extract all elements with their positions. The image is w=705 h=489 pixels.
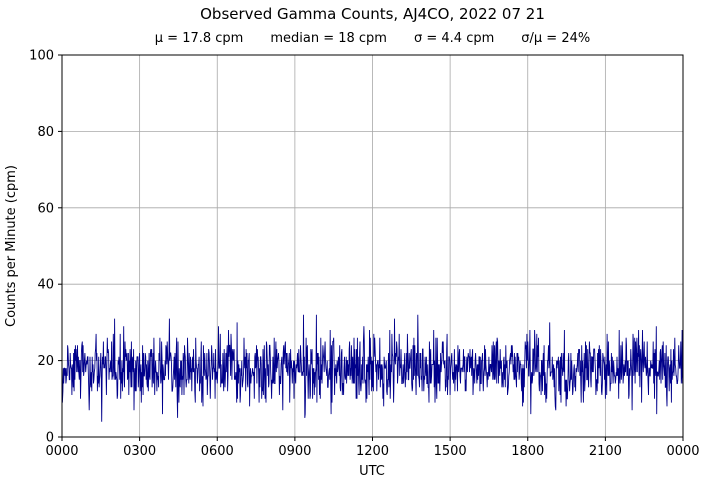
svg-text:0300: 0300 <box>123 444 156 459</box>
svg-text:0900: 0900 <box>278 444 311 459</box>
stat-median: median = 18 cpm <box>270 31 387 46</box>
svg-text:1800: 1800 <box>511 444 544 459</box>
svg-text:20: 20 <box>37 354 54 369</box>
svg-text:2100: 2100 <box>589 444 622 459</box>
svg-text:0600: 0600 <box>201 444 234 459</box>
chart-stats-line: μ = 17.8 cpm median = 18 cpm σ = 4.4 cpm… <box>62 31 683 47</box>
stat-sigma-over-mu: σ/μ = 24% <box>521 31 591 46</box>
x-axis-label: UTC <box>359 464 385 479</box>
svg-text:100: 100 <box>29 49 54 64</box>
svg-text:60: 60 <box>37 201 54 216</box>
y-axis-label: Counts per Minute (cpm) <box>4 165 19 327</box>
svg-text:0000: 0000 <box>45 444 78 459</box>
stat-sigma: σ = 4.4 cpm <box>413 31 495 46</box>
svg-text:1200: 1200 <box>356 444 389 459</box>
svg-text:40: 40 <box>37 278 54 293</box>
plot-area: 0 20 40 60 80 100 0000 0300 0600 0900 1200 1500 1800… <box>29 49 699 460</box>
svg-text:80: 80 <box>37 125 54 140</box>
svg-text:0: 0 <box>46 431 54 446</box>
chart-title: Observed Gamma Counts, AJ4CO, 2022 07 21 <box>200 5 545 23</box>
svg-text:0000: 0000 <box>666 444 699 459</box>
svg-text:1500: 1500 <box>434 444 467 459</box>
stat-mean: μ = 17.8 cpm <box>154 31 244 46</box>
